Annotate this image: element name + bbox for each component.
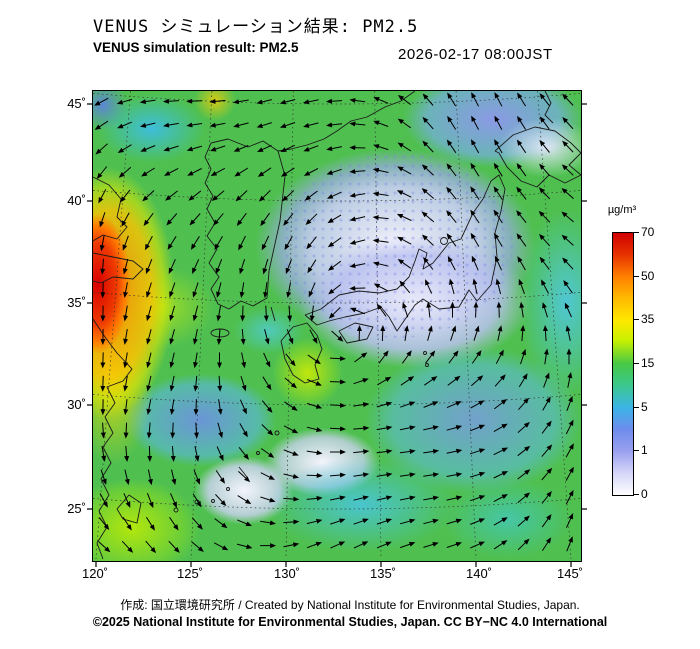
copyright-line: ©2025 National Institute for Environment…	[92, 615, 608, 629]
axis-ticks	[87, 103, 587, 567]
colorbar-tick-label: 35	[641, 312, 655, 326]
colorbar-tick-label: 15	[641, 356, 655, 370]
lon-tick-label: 130˚	[273, 566, 301, 581]
lat-tick-label: 40˚	[67, 193, 86, 208]
simulation-map	[87, 90, 587, 567]
colorbar	[612, 232, 634, 496]
lon-tick-label: 145˚	[556, 566, 584, 581]
credit-line: 作成: 国立環境研究所 / Created by National Instit…	[120, 598, 580, 612]
colorbar-tick-label: 5	[641, 400, 648, 414]
colorbar-unit-label: µg/m³	[607, 204, 637, 216]
lon-tick-label: 135˚	[369, 566, 397, 581]
page-title-japanese: VENUS シミュレーション結果: PM2.5	[93, 17, 419, 37]
lat-tick-label: 35˚	[67, 295, 86, 310]
lon-tick-label: 120˚	[81, 566, 109, 581]
colorbar-tick-label: 70	[641, 225, 655, 239]
lon-tick-label: 140˚	[465, 566, 493, 581]
lat-tick-label: 45˚	[67, 96, 86, 111]
colorbar-tick-label: 50	[641, 269, 655, 283]
wind-arrows	[94, 92, 574, 554]
colorbar-tick	[634, 319, 639, 320]
colorbar-tick	[634, 407, 639, 408]
graticule-lines	[92, 90, 582, 560]
colorbar-tick	[634, 363, 639, 364]
colorbar-tick	[634, 450, 639, 451]
colorbar-tick-label: 1	[641, 443, 648, 457]
map-overlay-svg	[87, 90, 587, 567]
page-title-english: VENUS simulation result: PM2.5	[93, 40, 299, 55]
lon-tick-label: 125˚	[176, 566, 204, 581]
colorbar-tick	[634, 494, 639, 495]
coastline	[92, 90, 582, 560]
lat-tick-label: 25˚	[67, 501, 86, 516]
colorbar-tick	[634, 276, 639, 277]
colorbar-tick-label: 0	[641, 487, 648, 501]
lat-tick-label: 30˚	[67, 397, 86, 412]
timestamp-label: 2026-02-17 08:00JST	[398, 46, 553, 63]
colorbar-tick	[634, 232, 639, 233]
